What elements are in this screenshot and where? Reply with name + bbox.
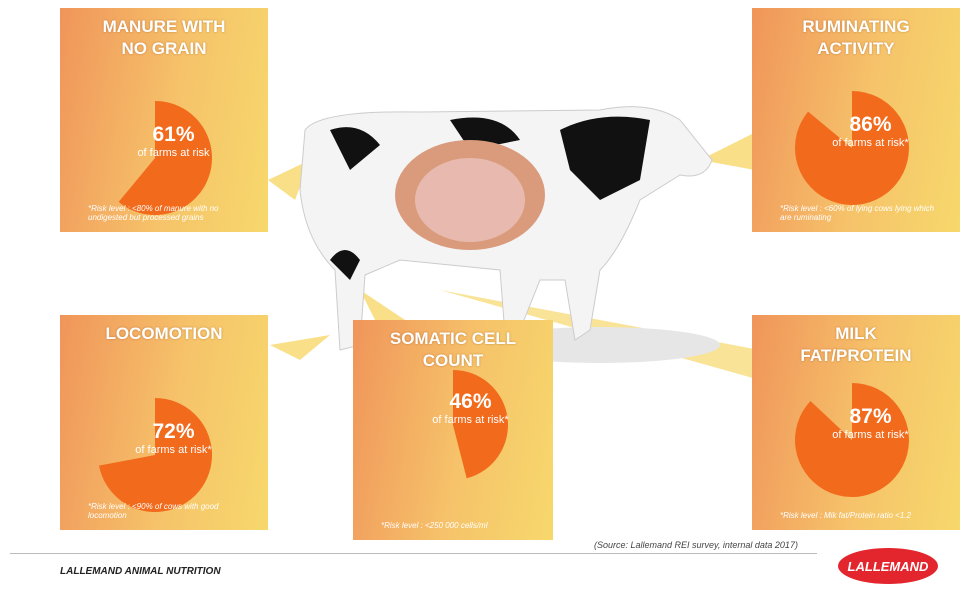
value-label: 72% <box>152 420 195 443</box>
value-label: 86% <box>849 113 892 136</box>
risk-note: *Risk level : <90% of cows with good loc… <box>88 502 219 520</box>
panel-title: LOCOMOTION <box>105 324 223 343</box>
risk-note: *Risk level : Mik fat/Protein ratio <1.2 <box>780 511 911 520</box>
source-note: (Source: Lallemand REI survey, internal … <box>594 540 798 550</box>
pie-slice <box>795 91 909 205</box>
value-label: 61% <box>152 123 195 146</box>
pie-chart <box>453 370 508 479</box>
pie-chart <box>795 383 909 497</box>
caption: of farms at risk* <box>832 137 909 149</box>
caption: of farms at risk <box>137 147 210 159</box>
value-block: 72% of farms at risk* <box>125 420 222 456</box>
panel: RUMINATING ACTIVITY 86% of farms at risk* *… <box>752 8 960 232</box>
panel: SOMATIC CELL COUNT 46% of farms at risk* *R… <box>353 320 553 540</box>
value-label: 46% <box>449 390 492 413</box>
pie-slice <box>453 370 508 479</box>
panel-title: SOMATIC CELL COUNT <box>389 329 517 370</box>
value-block: 86% of farms at risk* <box>822 113 919 149</box>
pie-chart <box>118 101 212 216</box>
caption: of farms at risk* <box>432 414 509 426</box>
pie-slice <box>795 383 909 497</box>
panel: LOCOMOTION 72% of farms at risk* *Risk leve… <box>60 315 268 530</box>
caption: of farms at risk* <box>135 444 212 456</box>
divider <box>10 553 817 554</box>
panel: MANURE WITH NO GRAIN 61% of farms at risk *… <box>60 8 268 232</box>
panel-title: MANURE WITH NO GRAIN <box>102 17 226 58</box>
risk-note: *Risk level : <80% of manure with no und… <box>88 204 219 222</box>
risk-note: *Risk level : <250 000 cells/ml <box>381 521 488 530</box>
panel-title: RUMINATING ACTIVITY <box>802 17 910 58</box>
pie-chart <box>99 398 212 512</box>
risk-note: *Risk level : <60% of lying cows lying w… <box>780 204 935 222</box>
pie-chart <box>795 91 909 205</box>
value-block: 87% of farms at risk* <box>822 405 919 441</box>
value-block: 46% of farms at risk* <box>423 390 518 426</box>
pie-slice <box>99 398 212 512</box>
value-label: 87% <box>849 405 892 428</box>
panel: MILK FAT/PROTEIN 87% of farms at risk* *Ris… <box>752 315 960 530</box>
footer-text: LALLEMAND ANIMAL NUTRITION <box>60 566 221 577</box>
logo: LALLEMAND <box>838 548 938 584</box>
value-block: 61% of farms at risk <box>125 123 222 159</box>
caption: of farms at risk* <box>832 429 909 441</box>
pie-slice <box>118 101 212 216</box>
panel-title: MILK FAT/PROTEIN <box>800 324 912 365</box>
